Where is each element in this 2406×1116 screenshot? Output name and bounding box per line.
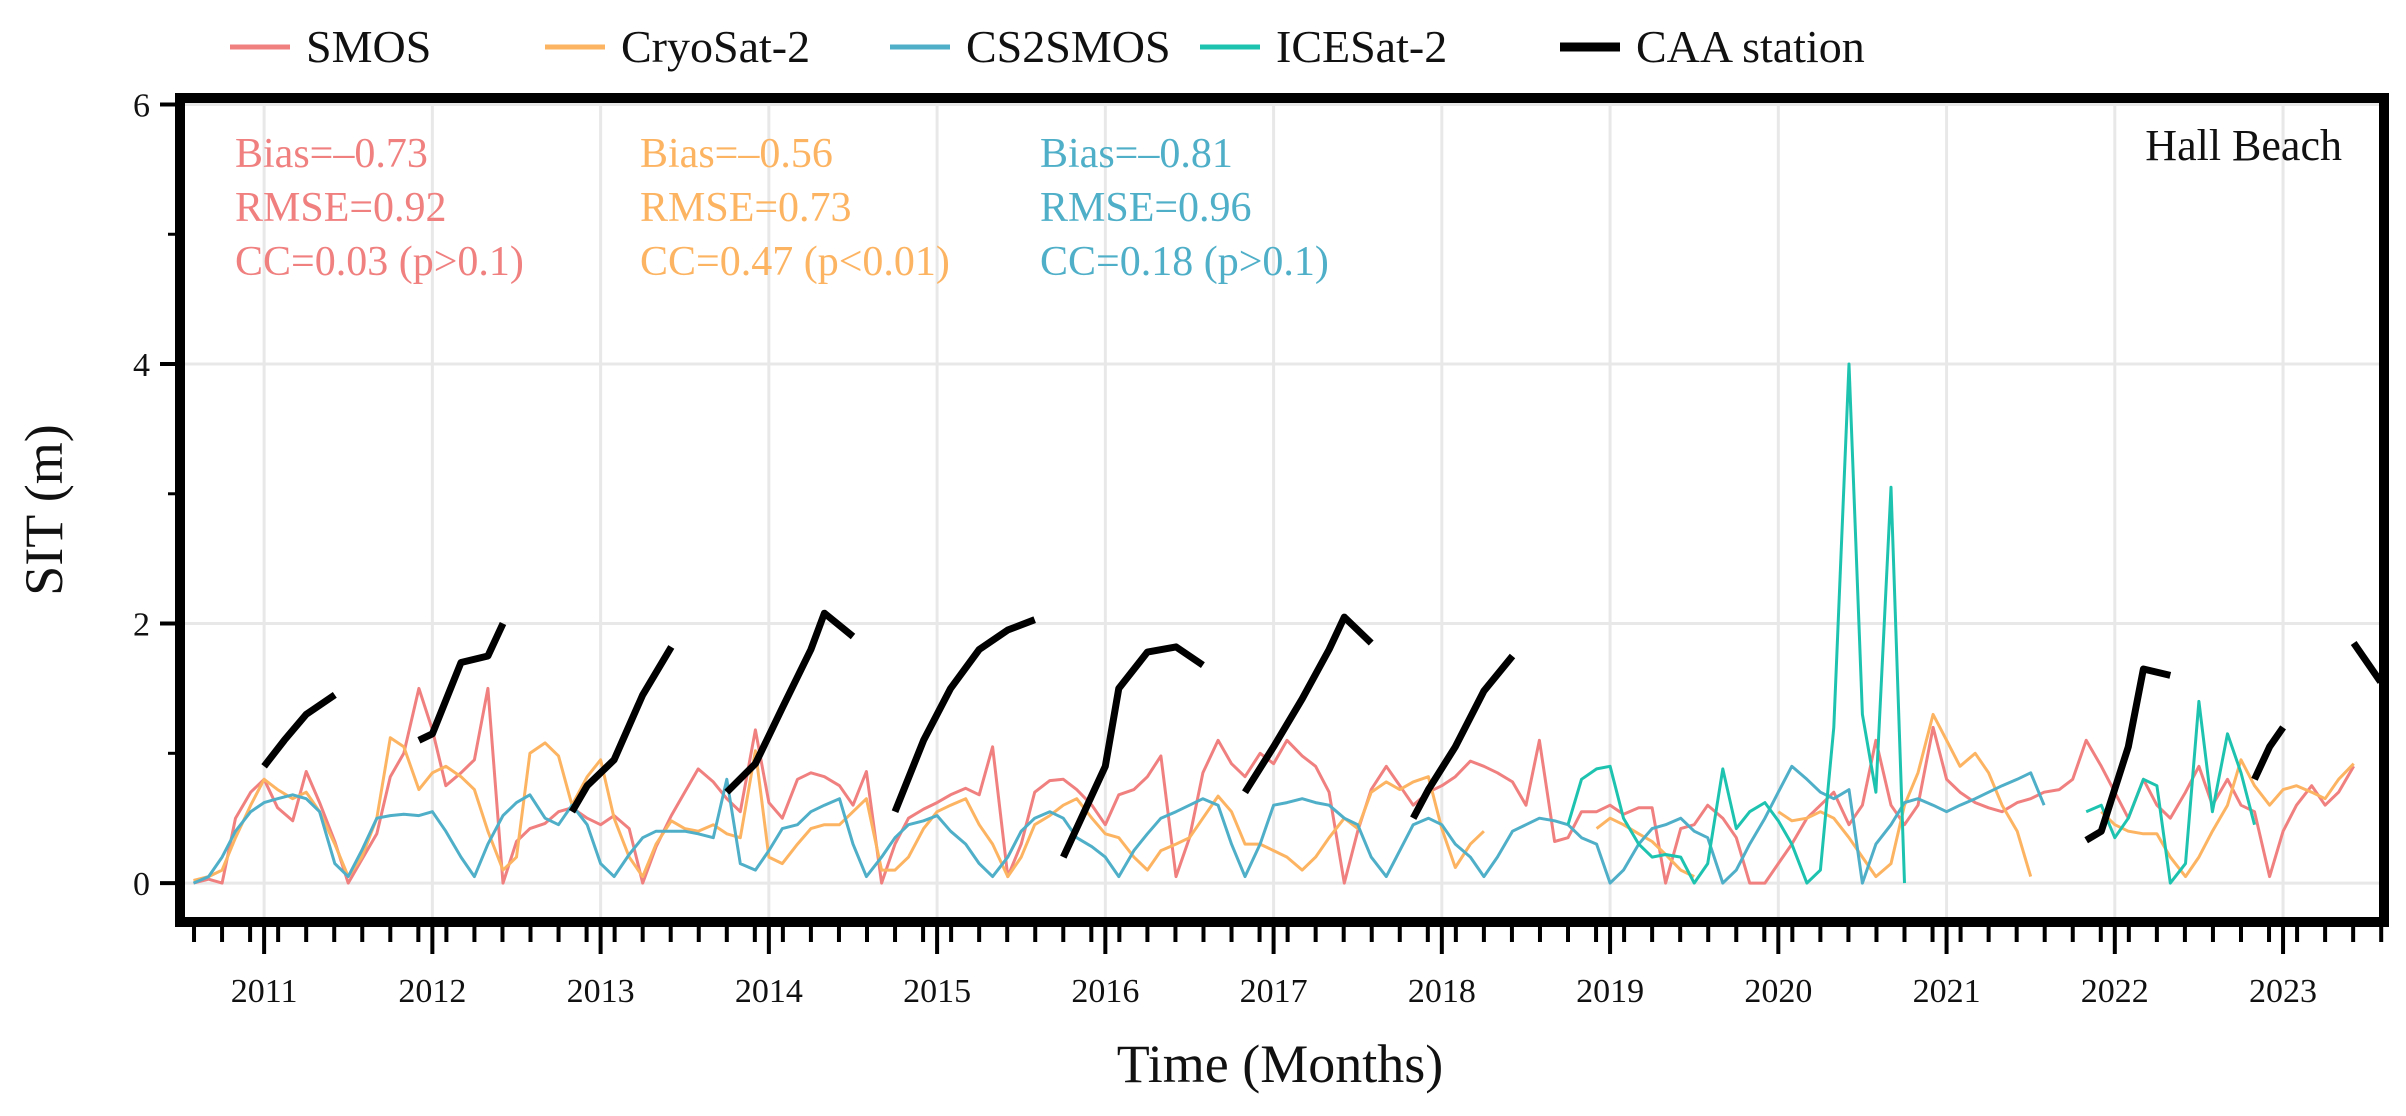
- series-line-caa-station: [1060, 643, 1205, 859]
- grid: [180, 98, 2384, 922]
- y-tick-label: 2: [133, 607, 150, 644]
- plot-frame: [175, 93, 2389, 927]
- series-line-smos: [193, 686, 2355, 885]
- x-tick-label: 2019: [1576, 973, 1644, 1010]
- y-tick-label: 6: [133, 87, 150, 124]
- legend-label-cryosat-2: CryoSat-2: [621, 21, 810, 72]
- station-label: Hall Beach: [2145, 121, 2342, 170]
- stat-rmse-cs2smos: RMSE=0.96: [1040, 185, 1252, 231]
- stat-cc-cryosat-2: CC=0.47 (p<0.01): [640, 239, 950, 285]
- series-line-icesat-2: [2085, 699, 2256, 885]
- x-tick-label: 2011: [231, 973, 298, 1010]
- series-line-caa-station: [1242, 613, 1374, 795]
- series-line-cryosat-2: [193, 736, 1485, 882]
- x-axis-label: Time (Months): [1117, 1034, 1444, 1094]
- series-line-caa-station: [724, 609, 856, 795]
- x-tick-label: 2014: [735, 973, 803, 1010]
- stat-rmse-smos: RMSE=0.92: [235, 185, 447, 231]
- series-line-cryosat-2: [2100, 758, 2355, 879]
- series-line-caa-station: [891, 616, 1036, 814]
- series-line-caa-station: [2251, 725, 2286, 781]
- statistics-annotations: Bias=–0.73 RMSE=0.92 CC=0.03 (p>0.1) Bias=–…: [235, 131, 1329, 285]
- x-tick-label: 2017: [1240, 973, 1308, 1010]
- series-line-icesat-2: [1566, 362, 1906, 885]
- series-line-caa-station: [261, 692, 337, 769]
- series-lines: [192, 362, 2384, 885]
- axis-ticks: 0 2 4 6 2011 2012 2013 2014 2015 2016 2017 2018 2019…: [133, 87, 2384, 1010]
- series-line-caa-station: [417, 622, 507, 744]
- x-tick-label: 2018: [1408, 973, 1476, 1010]
- x-tick-label: 2022: [2081, 973, 2149, 1010]
- x-tick-label: 2012: [398, 973, 466, 1010]
- stat-bias-cs2smos: Bias=–0.81: [1040, 131, 1233, 177]
- series-line-cs2smos: [192, 764, 2046, 885]
- series-line-caa-station: [2350, 641, 2384, 684]
- x-tick-label: 2016: [1071, 973, 1139, 1010]
- legend-label-cs2smos: CS2SMOS: [966, 21, 1171, 72]
- stat-cc-smos: CC=0.03 (p>0.1): [235, 239, 524, 285]
- plot-border: [175, 93, 2389, 927]
- legend-label-smos: SMOS: [306, 21, 431, 72]
- x-tick-label: 2013: [567, 973, 635, 1010]
- series-line-caa-station: [1410, 653, 1516, 820]
- y-axis-label: SIT (m): [14, 424, 74, 596]
- series-line-caa-station: [2084, 665, 2172, 844]
- y-tick-label: 0: [133, 866, 150, 903]
- x-tick-label: 2023: [2249, 973, 2317, 1010]
- stat-bias-cryosat-2: Bias=–0.56: [640, 131, 833, 177]
- legend: SMOS CryoSat-2 CS2SMOS ICESat-2 CAA station: [230, 21, 1865, 72]
- legend-label-caa-station: CAA station: [1636, 21, 1865, 72]
- stat-cc-cs2smos: CC=0.18 (p>0.1): [1040, 239, 1329, 285]
- legend-label-icesat-2: ICESat-2: [1276, 21, 1447, 72]
- x-tick-label: 2015: [903, 973, 971, 1010]
- x-tick-label: 2020: [1744, 973, 1812, 1010]
- stat-bias-smos: Bias=–0.73: [235, 131, 428, 177]
- x-tick-label: 2021: [1913, 973, 1981, 1010]
- series-line-caa-station: [568, 645, 675, 814]
- stat-rmse-cryosat-2: RMSE=0.73: [640, 185, 852, 231]
- y-tick-label: 4: [133, 347, 150, 384]
